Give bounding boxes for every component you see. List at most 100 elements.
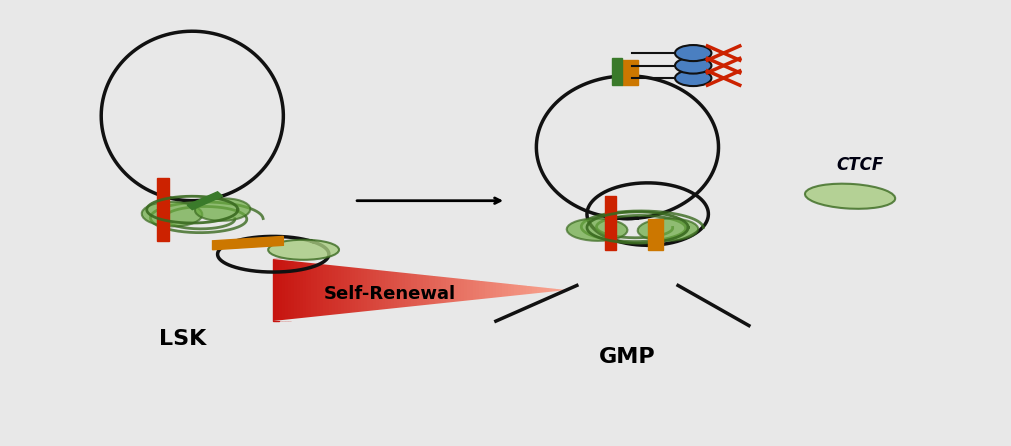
Ellipse shape (566, 219, 627, 241)
Bar (554, 289, 557, 291)
Bar (420, 274, 423, 306)
Bar (305, 262, 308, 318)
Bar (540, 287, 543, 293)
Polygon shape (273, 259, 566, 290)
Bar (546, 288, 549, 292)
Bar (378, 270, 381, 310)
Bar (373, 269, 376, 310)
Bar (407, 273, 410, 307)
Bar (508, 284, 511, 296)
Bar (517, 285, 520, 295)
Bar (290, 260, 293, 319)
Polygon shape (187, 192, 222, 210)
Bar (273, 259, 276, 321)
Bar (352, 267, 355, 313)
Bar (493, 282, 495, 298)
Bar (622, 60, 637, 85)
Bar (495, 282, 498, 297)
Bar (282, 260, 285, 320)
Bar (520, 285, 523, 295)
Bar (549, 288, 552, 292)
Bar (329, 264, 332, 315)
Bar (288, 260, 290, 319)
Bar (335, 265, 338, 314)
Bar (435, 276, 437, 304)
Bar (478, 281, 481, 299)
Bar (346, 267, 349, 313)
Bar (501, 283, 504, 297)
Polygon shape (212, 236, 283, 250)
Bar (338, 265, 341, 314)
Ellipse shape (804, 184, 895, 209)
Bar (498, 283, 501, 297)
Bar (432, 276, 435, 304)
Bar (323, 264, 326, 316)
Circle shape (674, 45, 711, 61)
Bar (440, 277, 443, 303)
Bar (452, 278, 455, 302)
Circle shape (674, 70, 711, 86)
Bar (396, 272, 399, 308)
Bar (404, 273, 407, 307)
Text: CTCF: CTCF (836, 156, 883, 174)
Bar (612, 58, 622, 85)
Bar (461, 279, 463, 301)
Bar (326, 264, 329, 315)
Bar (402, 273, 404, 307)
Bar (472, 280, 475, 300)
Bar (534, 286, 537, 293)
Ellipse shape (195, 198, 250, 221)
Bar (376, 269, 378, 310)
Bar (370, 269, 373, 311)
Bar (511, 284, 514, 296)
Bar (543, 287, 546, 293)
Bar (296, 261, 299, 318)
Bar (449, 277, 452, 302)
Polygon shape (273, 290, 566, 321)
Bar (308, 262, 311, 318)
Bar (302, 262, 305, 318)
Bar (504, 283, 508, 297)
Bar (647, 219, 662, 250)
Bar (317, 263, 319, 317)
Text: LSK: LSK (159, 329, 205, 349)
Bar (387, 271, 390, 309)
Bar (537, 287, 540, 293)
Bar (514, 284, 517, 296)
Bar (458, 278, 461, 301)
Bar (390, 271, 393, 309)
Ellipse shape (142, 202, 202, 227)
Bar (560, 289, 563, 290)
Bar (446, 277, 449, 303)
Bar (437, 276, 440, 304)
Bar (455, 278, 458, 302)
Bar (367, 268, 370, 311)
Bar (399, 272, 402, 308)
Bar (341, 266, 344, 314)
Bar (469, 280, 472, 300)
Bar (332, 265, 335, 315)
Ellipse shape (637, 219, 698, 241)
Text: Self-Renewal: Self-Renewal (324, 285, 455, 303)
Bar (384, 271, 387, 309)
Circle shape (674, 58, 711, 74)
Bar (523, 285, 525, 295)
Bar (355, 268, 358, 312)
Bar (311, 263, 314, 317)
Bar (279, 259, 282, 321)
Bar (364, 268, 367, 311)
Bar (344, 266, 346, 314)
Bar (475, 280, 478, 300)
Bar (429, 275, 432, 305)
Bar (157, 178, 169, 241)
Bar (358, 268, 361, 312)
Bar (276, 259, 279, 321)
Ellipse shape (268, 240, 339, 260)
Bar (605, 196, 616, 250)
Bar (487, 281, 490, 298)
Bar (423, 275, 426, 305)
Bar (531, 286, 534, 293)
Bar (293, 261, 296, 319)
Bar (563, 289, 566, 290)
Bar (319, 264, 323, 316)
